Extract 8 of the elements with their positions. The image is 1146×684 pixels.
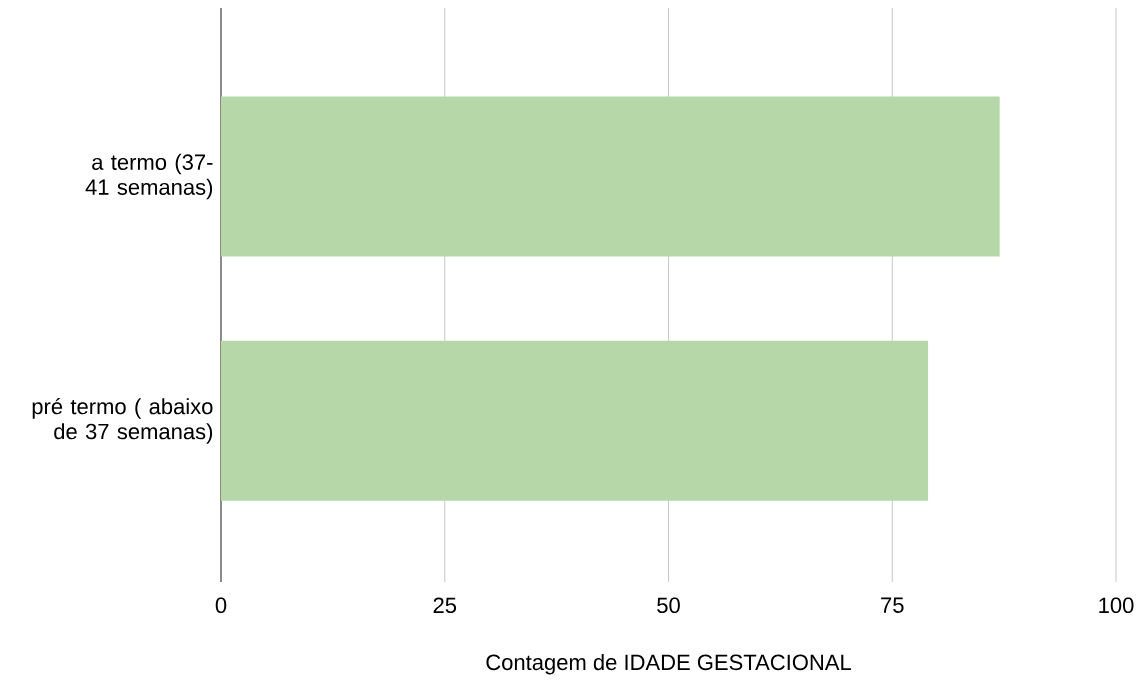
x-tick-label: 0 — [215, 597, 227, 614]
x-tick-label: 75 — [881, 597, 904, 613]
y-tick-label: a termo (37-41 semanas) — [85, 153, 213, 200]
x-tick-label: 100 — [1099, 597, 1134, 614]
x-axis-title: Contagem de IDADE GESTACIONAL — [486, 653, 851, 675]
x-tick-label: 25 — [433, 597, 457, 614]
x-tick-label: 50 — [657, 597, 680, 614]
y-tick-label: pré termo ( abaixo de 37 semanas) — [32, 397, 213, 444]
